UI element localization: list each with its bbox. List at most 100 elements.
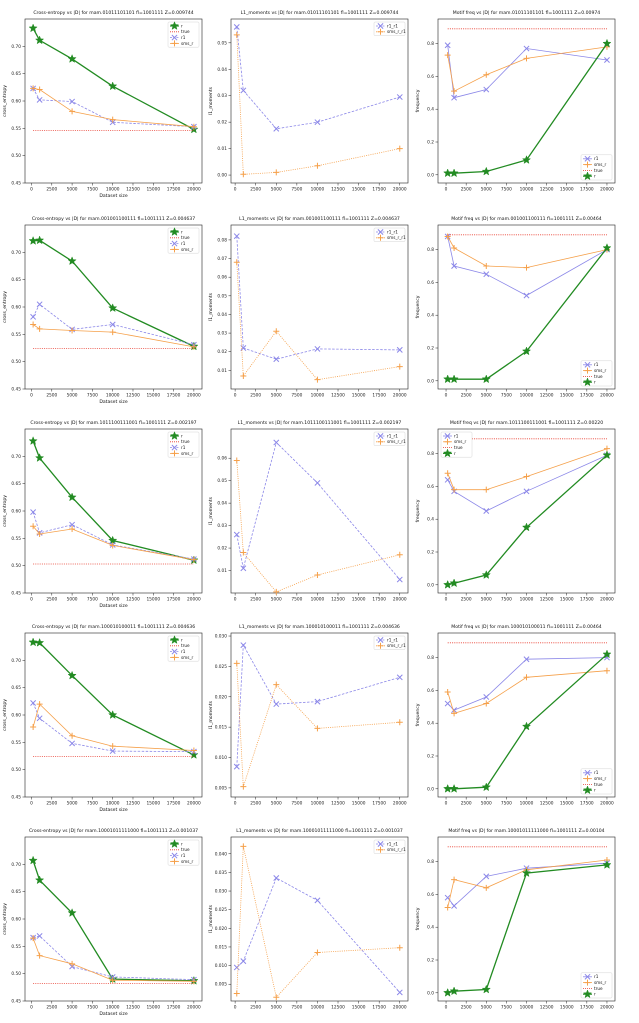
legend-label: sms_r bbox=[594, 368, 607, 373]
plot-frame bbox=[230, 224, 409, 390]
y-tick-label: 0.06 bbox=[217, 275, 227, 281]
data-point bbox=[314, 162, 321, 169]
y-tick-label: 0.6 bbox=[427, 74, 434, 80]
data-point bbox=[240, 783, 247, 790]
data-point bbox=[190, 556, 197, 563]
x-tick-label: 7500 bbox=[87, 1005, 98, 1011]
data-point bbox=[36, 301, 43, 308]
legend-label: r1 bbox=[181, 241, 186, 246]
data-point bbox=[521, 522, 532, 532]
y-tick-label: 0.4 bbox=[427, 721, 434, 727]
y-tick-label: 0.60 bbox=[11, 713, 21, 719]
x-tick-label: 20000 bbox=[187, 187, 201, 193]
chart-panel-5: L1_moments vs |D| for mam.001001100111 f… bbox=[208, 216, 409, 399]
data-point bbox=[109, 329, 116, 336]
x-tick-label: 10000 bbox=[311, 393, 325, 399]
series-sms_r bbox=[444, 233, 610, 271]
y-tick-label: 0.02 bbox=[217, 546, 227, 552]
series-line bbox=[32, 937, 194, 982]
chart-panel-1: Cross-entropy vs |D| for mam.01011101101… bbox=[2, 10, 203, 199]
x-tick-label: 17500 bbox=[580, 801, 594, 807]
legend-marker bbox=[584, 361, 591, 368]
y-tick-label: 0.4 bbox=[427, 925, 434, 931]
chart-panel-14: L1_moments vs |D| for mam.10001011111000… bbox=[208, 828, 409, 1011]
x-tick-label: 15000 bbox=[560, 597, 574, 603]
x-tick-label: 5000 bbox=[67, 1005, 78, 1011]
x-tick-label: 5000 bbox=[67, 187, 78, 193]
series-line bbox=[32, 303, 194, 346]
x-tick-label: 15000 bbox=[560, 1005, 574, 1011]
x-tick-label: 0 bbox=[30, 393, 33, 399]
x-tick-label: 5000 bbox=[481, 1005, 492, 1011]
series-r bbox=[28, 436, 199, 565]
data-point bbox=[36, 701, 43, 708]
data-point bbox=[396, 363, 403, 370]
x-tick-label: 0 bbox=[234, 597, 237, 603]
legend-marker bbox=[584, 979, 591, 986]
data-point bbox=[396, 145, 403, 152]
data-point bbox=[30, 509, 37, 516]
legend-label: r bbox=[594, 992, 596, 997]
legend-label: r1 bbox=[594, 156, 599, 161]
series-r bbox=[28, 855, 199, 985]
chart-title: L1_moments vs |D| for mam.001001100111 f… bbox=[239, 216, 400, 222]
y-tick-label: 0.45 bbox=[11, 181, 21, 187]
legend-label: sms_r_r1 bbox=[387, 847, 406, 852]
x-tick-label: 0 bbox=[30, 187, 33, 193]
data-point bbox=[273, 356, 280, 363]
data-point bbox=[233, 23, 240, 30]
series-r bbox=[443, 243, 612, 384]
x-tick-label: 12500 bbox=[331, 597, 345, 603]
chart-title: Cross-entropy vs |D| for mam.10001011111… bbox=[29, 828, 198, 834]
data-point bbox=[240, 565, 247, 572]
data-point bbox=[396, 94, 403, 100]
series-sms_r bbox=[444, 43, 610, 95]
x-tick-label: 2500 bbox=[250, 187, 261, 193]
y-tick-label: 0.45 bbox=[11, 591, 21, 597]
data-point bbox=[481, 166, 491, 176]
data-point bbox=[30, 85, 37, 92]
y-tick-label: 0.030 bbox=[215, 889, 228, 895]
x-tick-label: 0 bbox=[30, 597, 33, 603]
series-sms_r bbox=[30, 701, 197, 754]
series-sms_r bbox=[444, 856, 610, 911]
legend-marker bbox=[442, 448, 453, 458]
y-tick-label: 0.025 bbox=[215, 907, 228, 913]
x-axis-label: Dataset size bbox=[99, 603, 128, 609]
series-line bbox=[447, 46, 608, 92]
x-tick-label: 15000 bbox=[560, 393, 574, 399]
data-point bbox=[273, 588, 280, 595]
x-tick-label: 7500 bbox=[291, 1005, 302, 1011]
data-point bbox=[67, 908, 77, 917]
series-r1 bbox=[444, 233, 610, 299]
data-point bbox=[314, 345, 321, 352]
y-tick-label: 0.2 bbox=[427, 754, 434, 760]
y-axis-label: l1_moments bbox=[208, 496, 214, 525]
x-tick-label: 12500 bbox=[540, 1005, 554, 1011]
x-tick-label: 2500 bbox=[46, 393, 57, 399]
chart-panel-2: L1_moments vs |D| for mam.01011101101 fl… bbox=[208, 10, 409, 193]
series-sms_r bbox=[30, 85, 197, 130]
data-point bbox=[483, 71, 490, 78]
x-tick-label: 10000 bbox=[520, 187, 534, 193]
data-point bbox=[444, 233, 451, 240]
y-axis-label: cross_entropy bbox=[2, 903, 8, 935]
series-line bbox=[32, 860, 194, 982]
x-tick-label: 12500 bbox=[126, 597, 140, 603]
plot-frame bbox=[230, 428, 409, 594]
chart-title: Motif freq vs |D| for mam.10001011111000… bbox=[448, 828, 604, 834]
y-tick-label: 0.50 bbox=[11, 971, 21, 977]
x-tick-label: 15000 bbox=[352, 1005, 366, 1011]
data-point bbox=[190, 123, 197, 130]
legend-label: sms_r_r1 bbox=[387, 643, 406, 648]
data-point bbox=[30, 700, 37, 706]
x-tick-label: 20000 bbox=[600, 801, 614, 807]
series-line bbox=[236, 262, 400, 381]
series-r1_r1 bbox=[233, 875, 403, 996]
legend-marker bbox=[582, 171, 593, 181]
legend-frame bbox=[580, 972, 613, 999]
data-point bbox=[314, 572, 321, 579]
data-point bbox=[240, 372, 247, 379]
x-tick-label: 17500 bbox=[580, 393, 594, 399]
